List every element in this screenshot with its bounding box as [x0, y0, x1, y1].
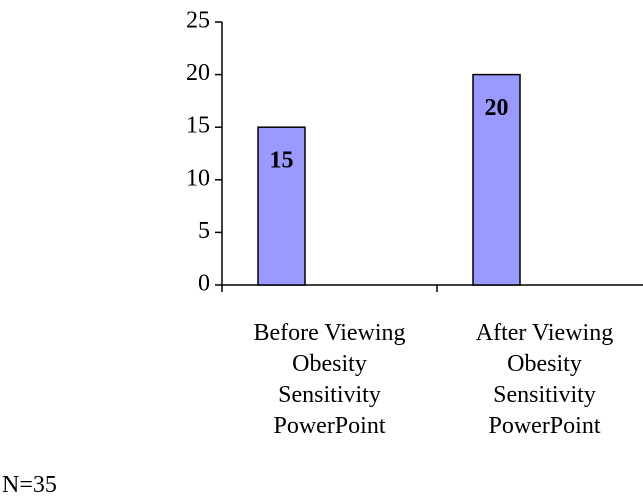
x-tick-label: After Viewing Obesity Sensitivity PowerP…: [475, 320, 614, 439]
y-tick-label: 0: [198, 271, 210, 297]
x-tick-label: Before Viewing Obesity Sensitivity Power…: [253, 320, 406, 439]
y-tick-label: 25: [186, 8, 210, 34]
y-tick-label: 20: [186, 60, 210, 86]
data-label: 15: [270, 148, 294, 174]
y-tick-label: 15: [186, 113, 210, 139]
bar: [257, 126, 306, 286]
y-tick-label: 10: [186, 165, 210, 191]
data-label: 20: [485, 95, 509, 121]
y-tick-label: 5: [198, 218, 210, 244]
annotation: N=35: [2, 472, 57, 498]
bar: [472, 73, 521, 286]
